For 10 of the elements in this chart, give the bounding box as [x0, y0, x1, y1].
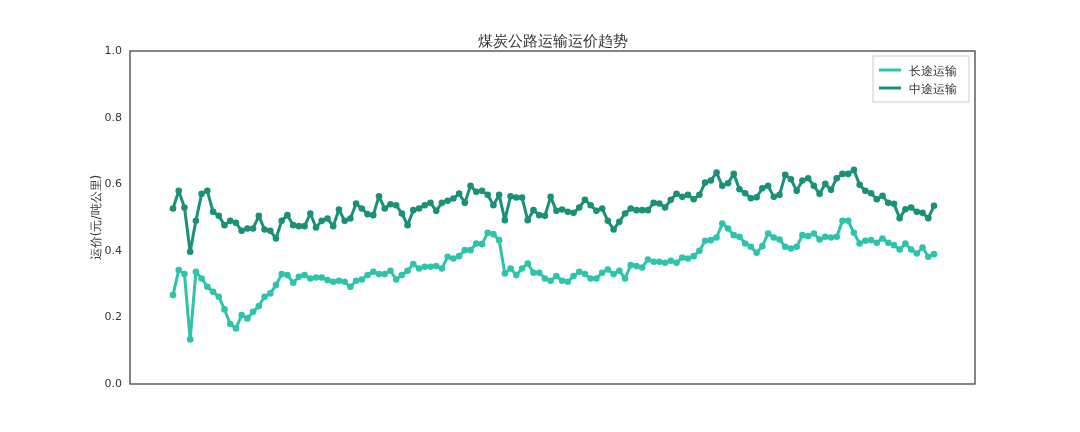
- y-tick-label: 1.0: [104, 44, 122, 57]
- chart-title: 煤炭公路运输运价趋势: [477, 32, 628, 50]
- legend-label: 长途运输: [909, 63, 957, 78]
- y-tick-label: 0.0: [104, 377, 122, 390]
- y-tick-label: 0.2: [104, 310, 122, 324]
- y-tick-label: 0.6: [104, 177, 122, 191]
- y-tick-label: 0.4: [104, 243, 122, 257]
- legend-label: 中途运输: [909, 81, 957, 96]
- y-tick-label: 0.8: [104, 110, 122, 124]
- y-axis-title: 运价(元/吨公里): [89, 174, 103, 261]
